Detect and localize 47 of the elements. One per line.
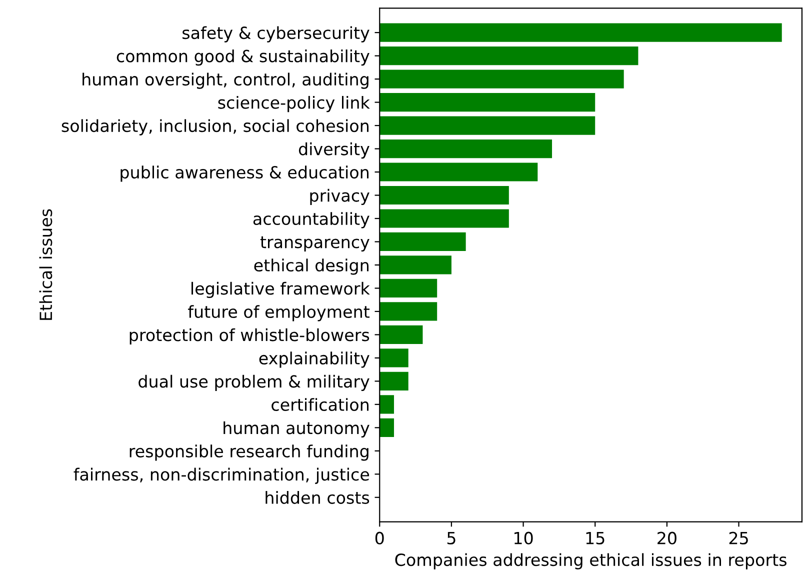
x-axis-title: Companies addressing ethical issues in reports — [395, 553, 786, 570]
bar — [380, 70, 624, 88]
x-tick-label: 0 — [375, 532, 384, 544]
y-tick-label: solidariety, inclusion, social cohesion — [62, 119, 368, 136]
y-tick-label: fairness, non-discrimination, justice — [74, 468, 370, 484]
y-tick-label: human autonomy — [224, 421, 370, 438]
bar — [380, 256, 452, 274]
y-tick-label: future of employment — [188, 305, 370, 322]
y-tick-label: ethical design — [254, 258, 368, 275]
bar — [380, 418, 394, 437]
bar — [380, 302, 438, 321]
y-tick-label: legislative framework — [192, 282, 370, 298]
bar — [380, 162, 538, 182]
y-tick-label: protection of whistle-blowers — [130, 328, 370, 344]
bar — [380, 139, 552, 158]
bar — [380, 348, 408, 368]
bar — [380, 186, 509, 205]
y-tick-label: transparency — [260, 236, 370, 252]
y-axis-title: Ethical issues — [39, 209, 52, 320]
bar — [380, 23, 782, 42]
y-tick-label: accountability — [253, 212, 370, 228]
bar — [380, 278, 438, 298]
y-tick-label: human oversight, control, auditing — [82, 72, 368, 89]
y-tick-label: public awareness & education — [120, 166, 368, 182]
y-tick-label: explainability — [259, 352, 370, 368]
y-tick-label: privacy — [310, 188, 370, 206]
y-tick-label: common good & sustainability — [116, 49, 370, 66]
bar — [380, 372, 408, 390]
bar — [380, 232, 466, 252]
bar — [380, 209, 509, 228]
y-tick-label: certification — [272, 398, 368, 411]
y-tick-label: responsible research funding — [130, 444, 368, 461]
y-tick-label: science-policy link — [218, 96, 370, 112]
bar — [380, 325, 423, 344]
x-tick-label: 15 — [586, 532, 604, 544]
y-tick-label: safety & cybersecurity — [182, 26, 370, 42]
y-tick-label: diversity — [298, 142, 370, 159]
bar — [380, 395, 394, 414]
y-tick-label: dual use problem & military — [138, 374, 370, 391]
bar — [380, 92, 596, 112]
x-tick-label: 10 — [514, 532, 533, 544]
x-tick-label: 25 — [729, 532, 748, 544]
x-tick-label: 5 — [447, 532, 456, 544]
bar — [380, 116, 596, 135]
y-tick-label: hidden costs — [266, 491, 370, 504]
bar — [380, 46, 638, 66]
x-tick-label: 20 — [658, 532, 676, 544]
